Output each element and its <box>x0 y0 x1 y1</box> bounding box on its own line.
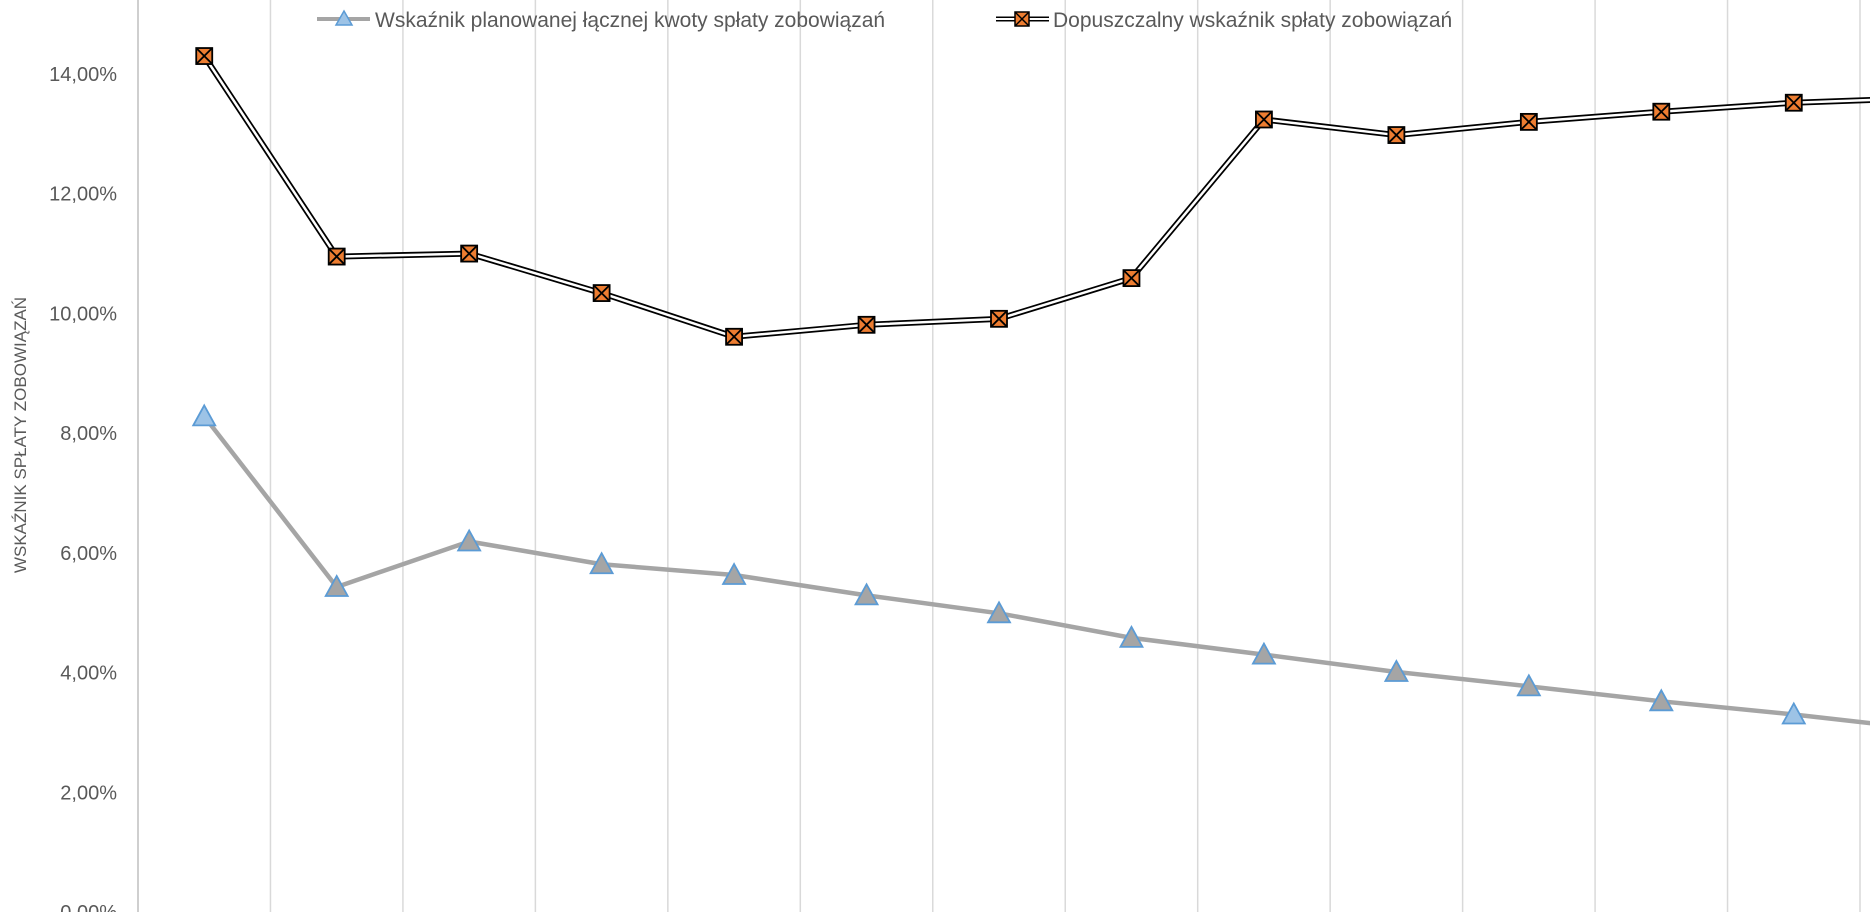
series-line-2-inner <box>203 55 1870 339</box>
data-point-series-2 <box>460 244 479 263</box>
data-point-series-2 <box>990 309 1008 328</box>
data-point-series-1 <box>1383 659 1409 682</box>
data-point-series-1 <box>1516 673 1542 697</box>
data-point-series-2 <box>1519 112 1538 131</box>
data-point-series-2 <box>1784 93 1803 112</box>
y-tick-label: 10,00% <box>49 303 117 325</box>
y-axis-ticks: 0,00% 2,00% 4,00% 6,00% 8,00% 10,00% 12,00% 14,… <box>49 64 117 912</box>
y-tick-label: 2,00% <box>60 782 117 804</box>
data-point-series-1 <box>324 574 350 597</box>
legend-triangle-icon <box>334 9 354 26</box>
legend-label-series-1: Wskaźnik planowanej łącznej kwoty spłaty… <box>375 9 885 32</box>
data-point-series-2 <box>1122 269 1141 288</box>
data-point-series-2 <box>1387 126 1406 144</box>
y-tick-label: 8,00% <box>60 423 117 445</box>
gridlines <box>269 0 1861 912</box>
y-tick-label: 14,00% <box>49 64 117 86</box>
legend-entry-series-2: Dopuszczalny wskaźnik spłaty zobowiązań <box>996 9 1452 32</box>
series-lines <box>201 54 1870 726</box>
data-point-series-1 <box>1118 624 1144 648</box>
y-axis-title: WSKAŹNIK SPŁATY ZOBOWIĄZAŃ <box>11 297 30 573</box>
data-point-series-1 <box>721 562 747 585</box>
y-tick-label: 12,00% <box>49 184 117 206</box>
data-point-series-2 <box>1652 102 1671 121</box>
data-point-series-2 <box>592 284 611 302</box>
data-point-series-2 <box>327 247 346 266</box>
data-point-series-1 <box>1251 641 1277 665</box>
data-point-series-2 <box>1255 110 1273 129</box>
data-point-series-1 <box>1781 701 1807 725</box>
series-line-1 <box>202 415 1870 726</box>
data-point-series-1 <box>456 528 482 552</box>
legend-entry-series-1: Wskaźnik planowanej łącznej kwoty spłaty… <box>317 9 885 32</box>
y-tick-label: 0,00% <box>60 902 117 912</box>
y-tick-label: 6,00% <box>60 543 117 565</box>
data-point-series-1 <box>589 551 615 575</box>
y-tick-label: 4,00% <box>60 663 117 685</box>
data-point-series-2 <box>857 315 876 334</box>
data-point-series-2 <box>195 47 214 65</box>
series-line-2 <box>201 54 1870 340</box>
series-markers <box>191 47 1807 725</box>
data-point-series-2 <box>725 327 743 346</box>
legend: Wskaźnik planowanej łącznej kwoty spłaty… <box>317 9 1452 32</box>
legend-label-series-2: Dopuszczalny wskaźnik spłaty zobowiązań <box>1053 9 1452 32</box>
data-point-series-1 <box>986 600 1012 624</box>
data-point-series-1 <box>1648 688 1674 712</box>
data-point-series-1 <box>191 403 217 427</box>
data-point-series-1 <box>854 582 880 606</box>
